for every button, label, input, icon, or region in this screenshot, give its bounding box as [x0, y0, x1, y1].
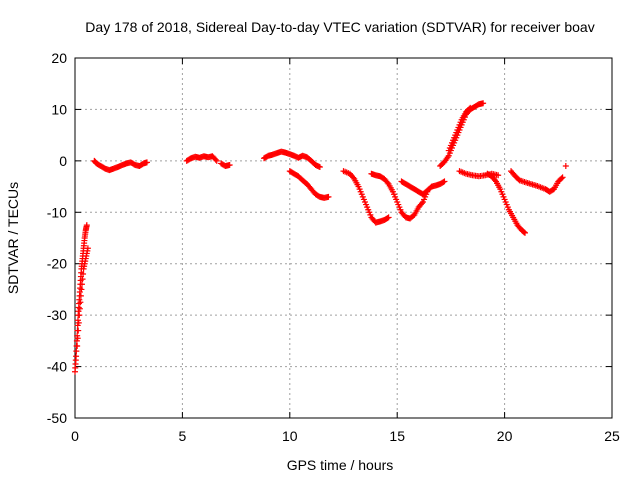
x-tick-label: 0: [71, 428, 79, 444]
data-point: [418, 200, 425, 207]
data-point: [522, 229, 529, 236]
data-point: [79, 276, 86, 283]
data-segment-night-rise: [437, 100, 487, 169]
data-segment-noon-small: [218, 160, 233, 169]
data-point: [74, 343, 81, 349]
data-layer: [72, 100, 569, 375]
data-point: [350, 174, 357, 181]
data-point: [73, 353, 80, 360]
data-point: [77, 299, 84, 306]
data-point: [480, 100, 487, 107]
data-point: [440, 179, 447, 186]
data-point: [558, 175, 565, 182]
data-point: [385, 214, 392, 221]
chart-title: Day 178 of 2018, Sidereal Day-to-day VTE…: [85, 19, 594, 35]
y-tick-label: -40: [47, 359, 67, 375]
data-point: [74, 335, 81, 342]
data-point: [559, 174, 566, 181]
data-point: [467, 104, 474, 111]
x-axis-label: GPS time / hours: [287, 457, 394, 473]
x-tick-label: 5: [179, 428, 187, 444]
data-point: [83, 222, 90, 229]
data-segment-mid-morning: [183, 153, 220, 164]
y-axis-label: SDTVAR / TECUs: [5, 182, 21, 294]
data-point: [77, 292, 84, 299]
grid-layer: [75, 58, 612, 418]
data-point: [316, 164, 323, 171]
data-point: [80, 271, 87, 277]
data-point: [76, 312, 83, 319]
x-tick-label: 25: [604, 428, 620, 444]
y-ticks-layer: -50 -40 -30 -20 -10 0 10 20: [47, 50, 612, 426]
data-segment-evening-valley: [340, 168, 392, 226]
data-point: [562, 163, 569, 169]
data-segment-night-fall: [484, 170, 529, 236]
data-point: [73, 348, 80, 355]
data-point: [384, 215, 391, 222]
y-tick-label: -50: [47, 410, 67, 426]
data-point: [495, 172, 502, 179]
y-tick-label: 20: [51, 50, 67, 66]
data-segment-morning-flat: [91, 157, 150, 174]
data-point: [213, 157, 220, 164]
plot-frame: [74, 57, 613, 419]
data-point: [384, 179, 391, 186]
data-point: [325, 193, 332, 200]
data-segment-late-night: [508, 168, 566, 195]
data-segment-afternoon-drop: [286, 168, 332, 201]
data-point: [78, 286, 85, 293]
x-tick-label: 20: [497, 428, 513, 444]
data-segment-night-rise-inner: [445, 104, 474, 154]
data-point: [78, 281, 85, 288]
data-point: [521, 229, 528, 236]
y-tick-label: 0: [59, 153, 67, 169]
data-segment-early-rise-outer: [74, 245, 91, 349]
x-ticks-layer: 0 5 10 15 20 25: [71, 58, 620, 444]
data-segment-evening-second: [368, 170, 431, 222]
data-segment-sunset-cluster: [398, 178, 448, 198]
y-tick-label: -20: [47, 256, 67, 272]
data-segment-afternoon-arc: [261, 148, 323, 171]
data-point: [143, 159, 150, 166]
x-tick-label: 10: [282, 428, 298, 444]
y-tick-label: 10: [51, 101, 67, 117]
data-point: [212, 156, 219, 163]
data-point: [226, 161, 233, 168]
y-tick-label: -30: [47, 307, 67, 323]
data-point: [84, 245, 91, 252]
data-point: [75, 327, 82, 334]
data-segment-isolated: [562, 163, 569, 169]
data-point: [76, 305, 83, 312]
data-point: [441, 178, 448, 185]
data-point: [75, 319, 82, 326]
x-tick-label: 15: [389, 428, 405, 444]
y-tick-label: -10: [47, 204, 67, 220]
data-point: [491, 177, 498, 184]
data-point: [466, 105, 473, 112]
